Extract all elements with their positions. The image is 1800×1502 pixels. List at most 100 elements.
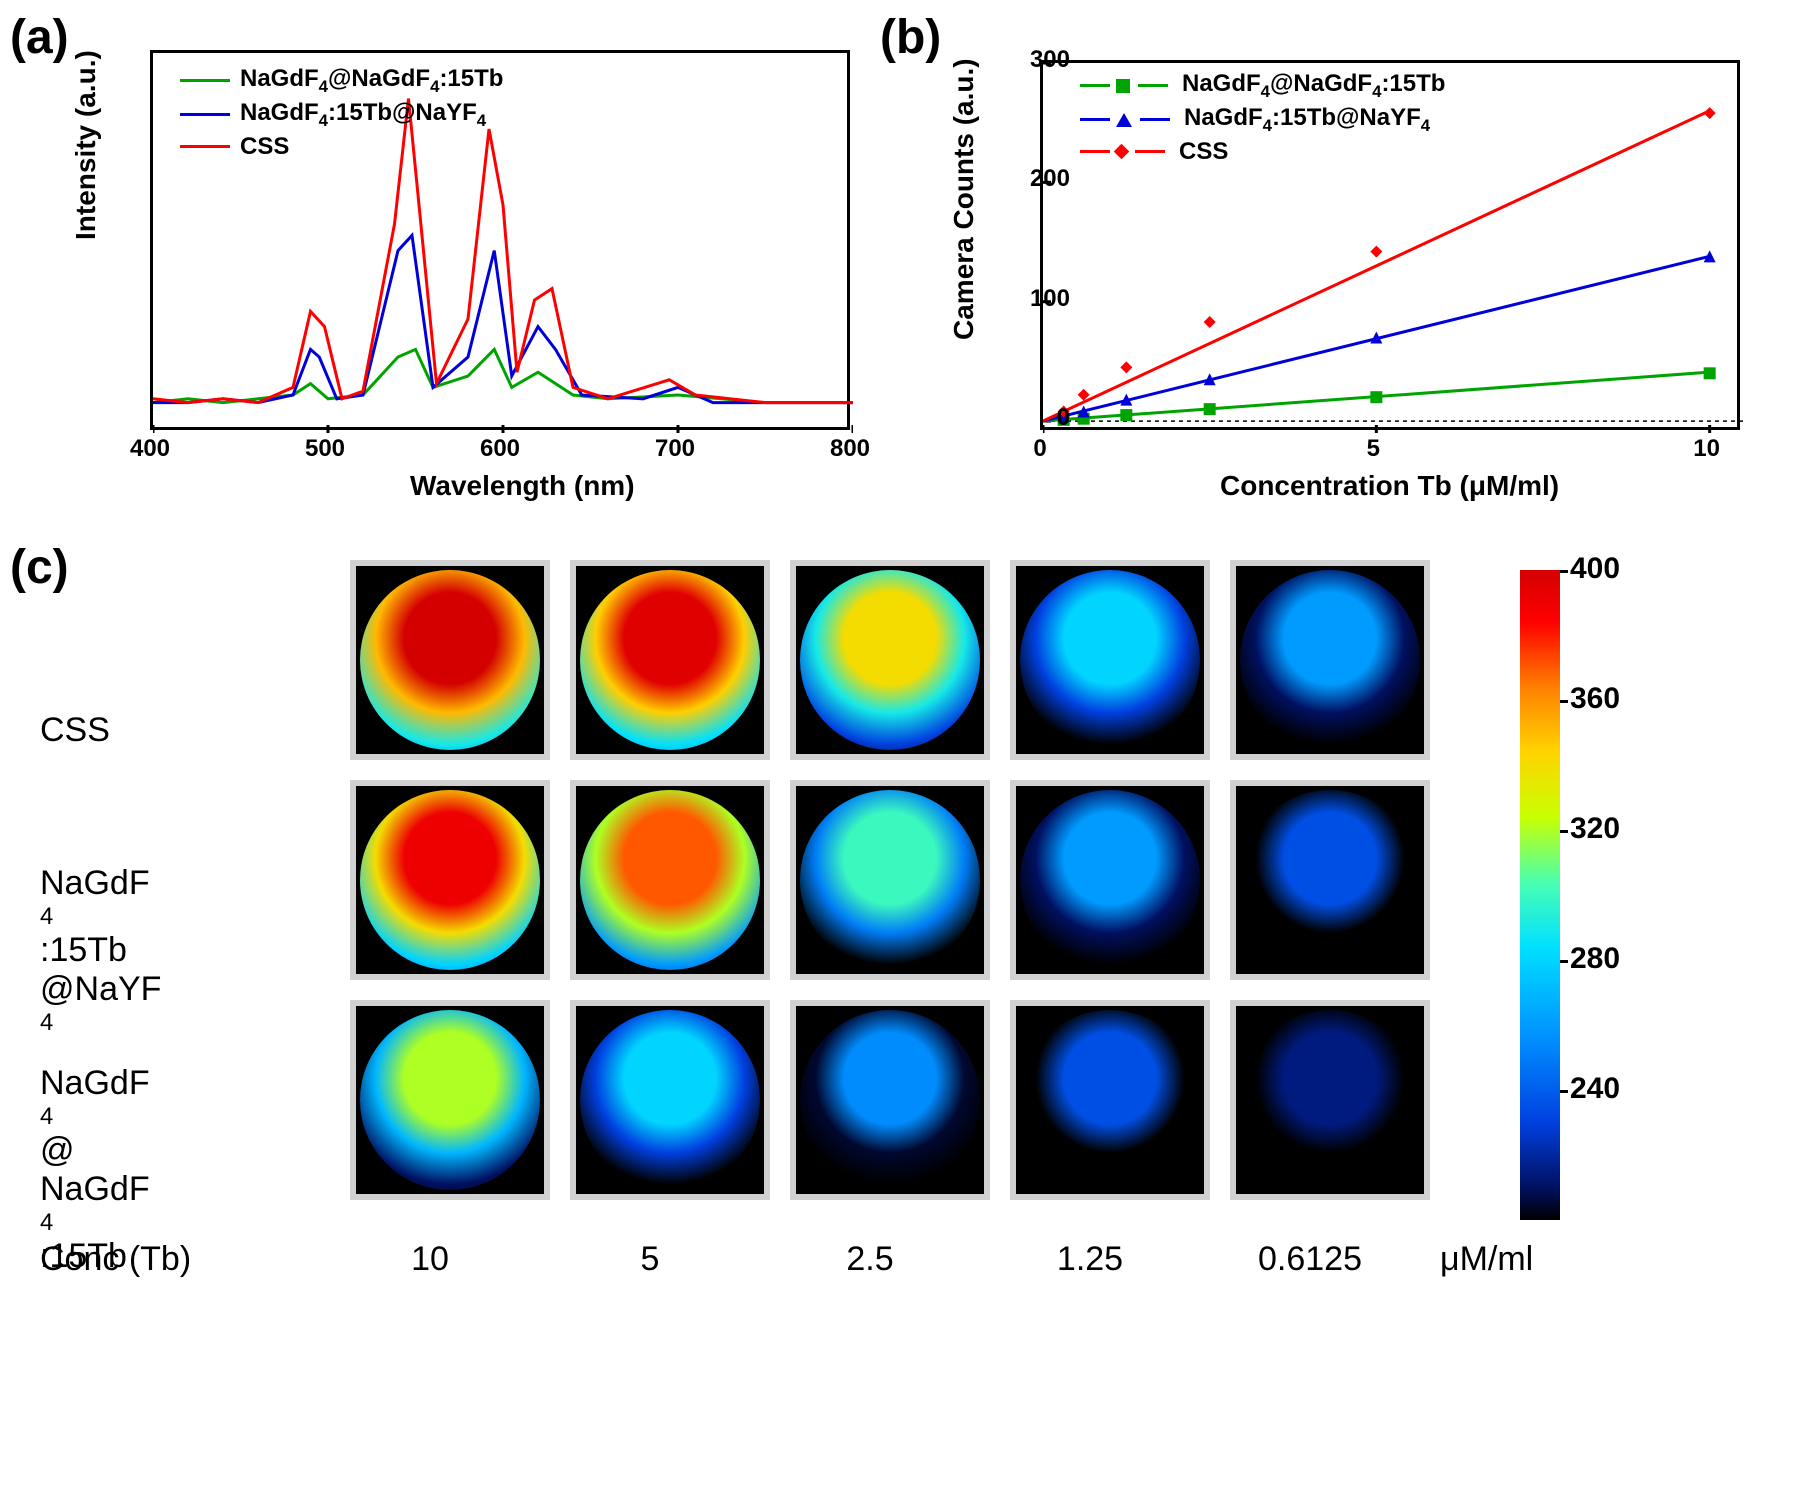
heatmap-cell (790, 1000, 990, 1200)
xtick-label: 800 (820, 435, 880, 463)
xtick-label: 500 (295, 435, 355, 463)
heatmap-disc (800, 1010, 980, 1190)
heatmap-disc (580, 1010, 760, 1190)
heatmap-cell (570, 560, 770, 760)
legend-a: NaGdF4@NaGdF4:15TbNaGdF4:15Tb@NaYF4CSS (180, 65, 503, 163)
legend-item: CSS (1080, 138, 1445, 166)
row-label: NaGdF4:15Tb@NaYF4 (40, 840, 161, 1060)
legend-swatch (180, 145, 230, 148)
legend-label: NaGdF4@NaGdF4:15Tb (1182, 70, 1445, 102)
legend-marker-square (1116, 79, 1130, 93)
legend-item: NaGdF4@NaGdF4:15Tb (1080, 70, 1445, 102)
heatmap-cell (1230, 1000, 1430, 1200)
colorbar-tickmark (1560, 960, 1568, 963)
panel-a-label: (a) (10, 10, 69, 65)
conc-values: 1052.51.250.6125 (320, 1240, 1420, 1279)
ytick-label: 200 (1010, 165, 1070, 193)
xtick-label: 5 (1353, 435, 1393, 463)
chart-a-xlabel: Wavelength (nm) (410, 470, 635, 502)
legend-marker-triangle (1116, 113, 1132, 127)
concentration-row: Conc (Tb) 1052.51.250.6125 μM/ml (40, 1240, 1533, 1279)
heatmap-disc (1240, 1010, 1420, 1190)
conc-unit: μM/ml (1440, 1240, 1533, 1279)
heatmap-cell (1230, 780, 1430, 980)
heatmap-disc (1240, 790, 1420, 970)
series-NaGdF4:15Tb@NaYF4 (153, 235, 853, 402)
legend-line (1138, 84, 1168, 87)
row-label: CSS (40, 620, 161, 840)
conc-label: Conc (Tb) (40, 1240, 320, 1279)
colorbar-tick: 360 (1570, 682, 1620, 716)
panel-c-label: (c) (10, 540, 69, 595)
legend-swatch (180, 113, 230, 116)
chart-a-ylabel: Intensity (a.u.) (70, 50, 102, 240)
colorbar-tickmark (1560, 700, 1568, 703)
legend-line (1080, 118, 1110, 121)
marker-square (1204, 403, 1216, 415)
xtick-label: 0 (1020, 435, 1060, 463)
ytick-label: 100 (1010, 285, 1070, 313)
xtick-label: 600 (470, 435, 530, 463)
heatmap-disc (1240, 570, 1420, 750)
chart-b-xlabel: Concentration Tb (μM/ml) (1220, 470, 1559, 502)
heatmap-cell (790, 780, 990, 980)
heatmap-cell (1010, 1000, 1210, 1200)
colorbar-gradient (1520, 570, 1560, 1220)
colorbar-tickmark (1560, 830, 1568, 833)
ytick-label: 300 (1010, 46, 1070, 74)
marker-diamond (1704, 107, 1716, 119)
legend-item: NaGdF4@NaGdF4:15Tb (180, 65, 503, 97)
colorbar-tick: 240 (1570, 1072, 1620, 1106)
heatmap-cell (790, 560, 990, 760)
colorbar-tick: 320 (1570, 812, 1620, 846)
heatmap-disc (580, 790, 760, 970)
marker-square (1370, 391, 1382, 403)
legend-item: CSS (180, 133, 503, 161)
legend-label: CSS (240, 133, 289, 161)
heatmap-cell (1010, 560, 1210, 760)
legend-label: CSS (1179, 138, 1228, 166)
heatmap-cell (1010, 780, 1210, 980)
legend-marker-diamond (1114, 144, 1130, 160)
colorbar-tick: 280 (1570, 942, 1620, 976)
row-labels: CSSNaGdF4:15Tb@NaYF4NaGdF4@NaGdF4:15Tb (40, 620, 161, 1280)
legend-swatch (180, 79, 230, 82)
marker-diamond (1204, 316, 1216, 328)
heatmap-disc (1020, 570, 1200, 750)
legend-label: NaGdF4@NaGdF4:15Tb (240, 65, 503, 97)
marker-square (1120, 409, 1132, 421)
marker-diamond (1120, 361, 1132, 373)
legend-line (1080, 150, 1110, 153)
chart-b-ylabel: Camera Counts (a.u.) (948, 58, 980, 340)
heatmap-disc (1020, 790, 1200, 970)
heatmap-cell (350, 560, 550, 760)
xtick-label: 10 (1687, 435, 1727, 463)
heatmap-disc (360, 790, 540, 970)
ytick-label: 0 (1010, 404, 1070, 432)
conc-value: 0.6125 (1200, 1240, 1420, 1279)
heatmap-cell (350, 1000, 550, 1200)
colorbar-tick: 400 (1570, 552, 1620, 586)
conc-value: 5 (540, 1240, 760, 1279)
marker-square (1704, 367, 1716, 379)
heatmap-row (350, 560, 1430, 760)
heatmap-cell (570, 1000, 770, 1200)
heatmap-disc (800, 790, 980, 970)
conc-value: 1.25 (980, 1240, 1200, 1279)
legend-item: NaGdF4:15Tb@NaYF4 (1080, 104, 1445, 136)
heatmap-row (350, 1000, 1430, 1200)
marker-diamond (1370, 246, 1382, 258)
legend-item: NaGdF4:15Tb@NaYF4 (180, 99, 503, 131)
heatmap-disc (360, 1010, 540, 1190)
heatmap-disc (360, 570, 540, 750)
heatmap-grid (350, 560, 1430, 1220)
heatmap-row (350, 780, 1430, 980)
panel-b-label: (b) (880, 10, 941, 65)
heatmap-cell (570, 780, 770, 980)
xtick-label: 700 (645, 435, 705, 463)
legend-line (1140, 118, 1170, 121)
colorbar-tickmark (1560, 1090, 1568, 1093)
colorbar-tickmark (1560, 570, 1568, 573)
panel-a: (a) Intensity (a.u.) NaGdF4@NaGdF4:15TbN… (10, 10, 880, 530)
legend-b: NaGdF4@NaGdF4:15TbNaGdF4:15Tb@NaYF4CSS (1080, 70, 1445, 168)
